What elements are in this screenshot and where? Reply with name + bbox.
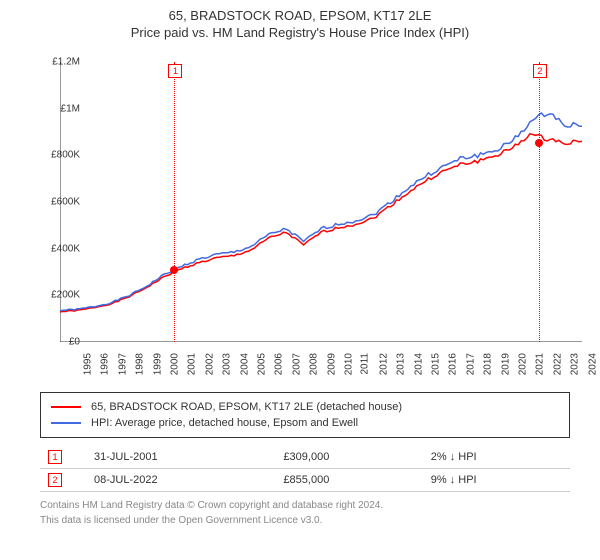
y-axis-label: £0	[40, 337, 80, 348]
x-axis-label: 2023	[569, 353, 580, 375]
marker-flag: 2	[533, 64, 547, 78]
x-axis-label: 1998	[134, 353, 145, 375]
chart-area: £0 £200K £400K £600K £800K £1M £1.2M 1995 1996 19…	[30, 52, 590, 382]
x-axis-label: 2022	[552, 353, 563, 375]
y-axis-label: £800K	[40, 150, 80, 161]
x-axis-label: 2008	[308, 353, 319, 375]
x-axis-label: 2017	[465, 353, 476, 375]
x-axis-label: 2021	[535, 353, 546, 375]
marker-vline	[539, 62, 540, 342]
marker-dot	[170, 266, 178, 274]
x-axis-label: 1999	[152, 353, 163, 375]
x-axis-label: 2024	[587, 353, 598, 375]
x-axis-label: 2000	[169, 353, 180, 375]
legend-row: HPI: Average price, detached house, Epso…	[51, 415, 559, 431]
subtitle: Price paid vs. HM Land Registry's House …	[0, 25, 600, 40]
marker-flag: 1	[48, 450, 62, 464]
legend-and-table: 65, BRADSTOCK ROAD, EPSOM, KT17 2LE (det…	[40, 392, 570, 528]
x-axis-label: 2018	[482, 353, 493, 375]
marker-dot	[535, 139, 543, 147]
x-axis-label: 2016	[448, 353, 459, 375]
footer-license: This data is licensed under the Open Gov…	[40, 513, 570, 528]
y-axis-label: £1M	[40, 103, 80, 114]
figure-container: 65, BRADSTOCK ROAD, EPSOM, KT17 2LE Pric…	[0, 0, 600, 560]
footer-copyright: Contains HM Land Registry data © Crown c…	[40, 498, 570, 513]
x-axis-label: 2009	[326, 353, 337, 375]
x-axis-label: 2007	[291, 353, 302, 375]
cell-price: £309,000	[275, 446, 422, 469]
title-address: 65, BRADSTOCK ROAD, EPSOM, KT17 2LE	[0, 8, 600, 23]
x-axis-label: 2020	[517, 353, 528, 375]
line-chart-svg	[60, 62, 582, 342]
marker-flag: 2	[48, 473, 62, 487]
legend-swatch	[51, 422, 81, 424]
legend-label: 65, BRADSTOCK ROAD, EPSOM, KT17 2LE (det…	[91, 401, 402, 413]
cell-date: 08-JUL-2022	[86, 469, 275, 492]
x-axis-label: 2006	[274, 353, 285, 375]
x-axis-label: 1995	[82, 353, 93, 375]
marker-flag: 1	[168, 64, 182, 78]
legend-row: 65, BRADSTOCK ROAD, EPSOM, KT17 2LE (det…	[51, 399, 559, 415]
x-axis-label: 2002	[204, 353, 215, 375]
x-axis-label: 2013	[395, 353, 406, 375]
marker-vline	[174, 62, 175, 342]
legend-label: HPI: Average price, detached house, Epso…	[91, 417, 358, 429]
x-axis-label: 2019	[500, 353, 511, 375]
x-axis-label: 1996	[100, 353, 111, 375]
x-axis-label: 2014	[413, 353, 424, 375]
cell-delta: 2% ↓ HPI	[423, 446, 570, 469]
cell-delta: 9% ↓ HPI	[423, 469, 570, 492]
title-block: 65, BRADSTOCK ROAD, EPSOM, KT17 2LE Pric…	[0, 0, 600, 44]
y-axis-label: £200K	[40, 290, 80, 301]
cell-date: 31-JUL-2001	[86, 446, 275, 469]
x-axis-label: 2010	[343, 353, 354, 375]
table-row: 1 31-JUL-2001£309,0002% ↓ HPI	[40, 446, 570, 469]
x-axis-label: 2011	[360, 353, 371, 375]
x-axis-label: 2012	[378, 353, 389, 375]
y-axis-label: £600K	[40, 197, 80, 208]
plot-region: £0£200K£400K£600K£800K£1M£1.2M1995199619…	[60, 62, 582, 342]
x-axis-label: 2001	[187, 353, 198, 375]
x-axis-label: 1997	[117, 353, 128, 375]
table-row: 2 08-JUL-2022£855,0009% ↓ HPI	[40, 469, 570, 492]
x-axis-label: 2003	[221, 353, 232, 375]
cell-price: £855,000	[275, 469, 422, 492]
x-axis-label: 2015	[430, 353, 441, 375]
legend-swatch	[51, 406, 81, 408]
legend-box: 65, BRADSTOCK ROAD, EPSOM, KT17 2LE (det…	[40, 392, 570, 438]
x-axis-label: 2005	[256, 353, 267, 375]
y-axis-label: £1.2M	[40, 57, 80, 68]
y-axis-label: £400K	[40, 243, 80, 254]
marker-table: 1 31-JUL-2001£309,0002% ↓ HPI 2 08-JUL-2022…	[40, 446, 570, 492]
x-axis-label: 2004	[239, 353, 250, 375]
